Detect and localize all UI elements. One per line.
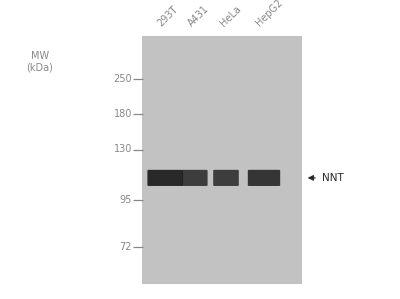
Bar [142, 36, 302, 284]
Text: 250: 250 [113, 74, 132, 84]
Text: MW
(kDa): MW (kDa) [26, 51, 54, 72]
Text: NNT: NNT [322, 173, 344, 183]
Text: 130: 130 [114, 144, 132, 155]
FancyBboxPatch shape [182, 170, 208, 186]
Text: 180: 180 [114, 109, 132, 119]
Text: HepG2: HepG2 [254, 0, 285, 28]
Text: 95: 95 [120, 195, 132, 205]
Text: 72: 72 [120, 242, 132, 252]
FancyBboxPatch shape [147, 170, 183, 186]
FancyBboxPatch shape [248, 170, 280, 186]
Text: HeLa: HeLa [218, 4, 243, 28]
Text: 293T: 293T [156, 4, 180, 28]
Text: A431: A431 [186, 4, 211, 28]
FancyBboxPatch shape [213, 170, 239, 186]
